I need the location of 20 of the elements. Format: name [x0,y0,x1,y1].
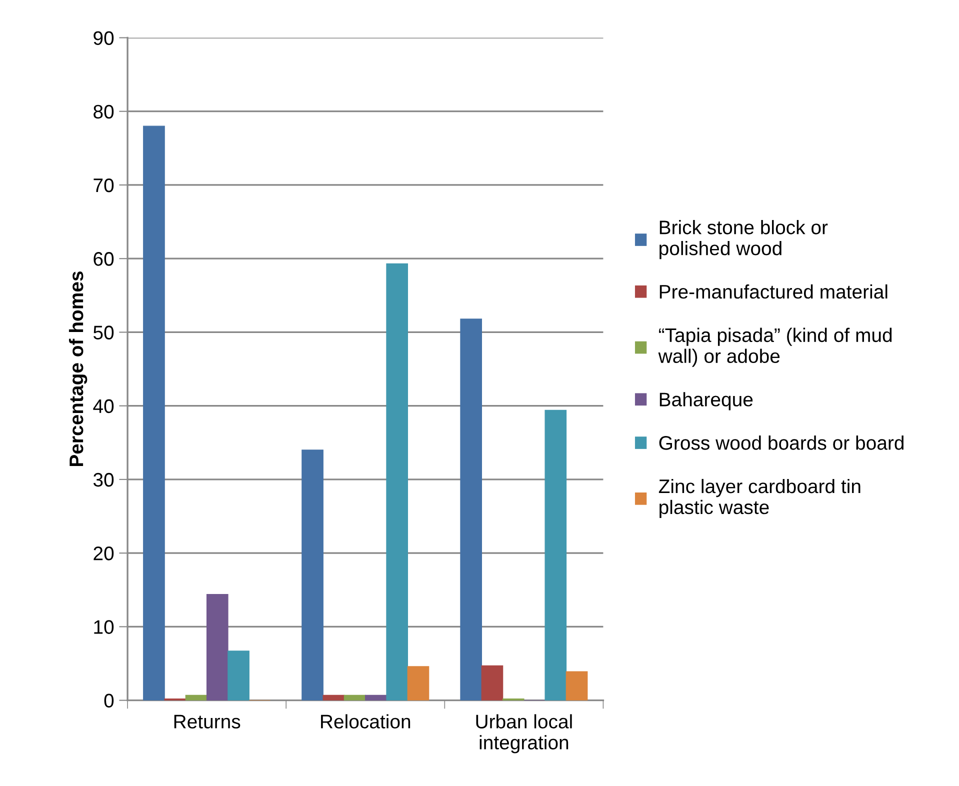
y-tick-label: 0 [104,694,114,708]
legend-label: “Tapia pisada” (kind of mud wall) or adobe [658,328,892,367]
y-tick-label: 90 [94,31,114,45]
y-tick-label: 80 [94,104,114,119]
x-tick-label: Relocation [321,714,410,728]
y-tick-label: 10 [94,620,114,634]
y-axis-title: Percentage of homes [68,271,88,466]
legend-label: Brick stone block or polished wood [660,220,828,260]
legend-label: Bahareque [660,392,753,410]
y-tick-label: 20 [94,546,114,560]
legend-label: Pre-manufactured material [660,284,888,299]
y-tick-label: 60 [94,252,114,266]
y-tick-label: 30 [93,472,114,487]
legend-label: Gross wood boards or board [659,436,904,450]
y-tick-label: 50 [94,326,114,340]
x-tick-label: Urban local integration [476,714,572,754]
y-tick-label: 70 [94,178,114,192]
x-tick-label: Returns [174,714,240,728]
y-tick-label: 40 [93,399,114,414]
legend-label: Zinc layer cardboard tin plastic waste [658,478,860,518]
